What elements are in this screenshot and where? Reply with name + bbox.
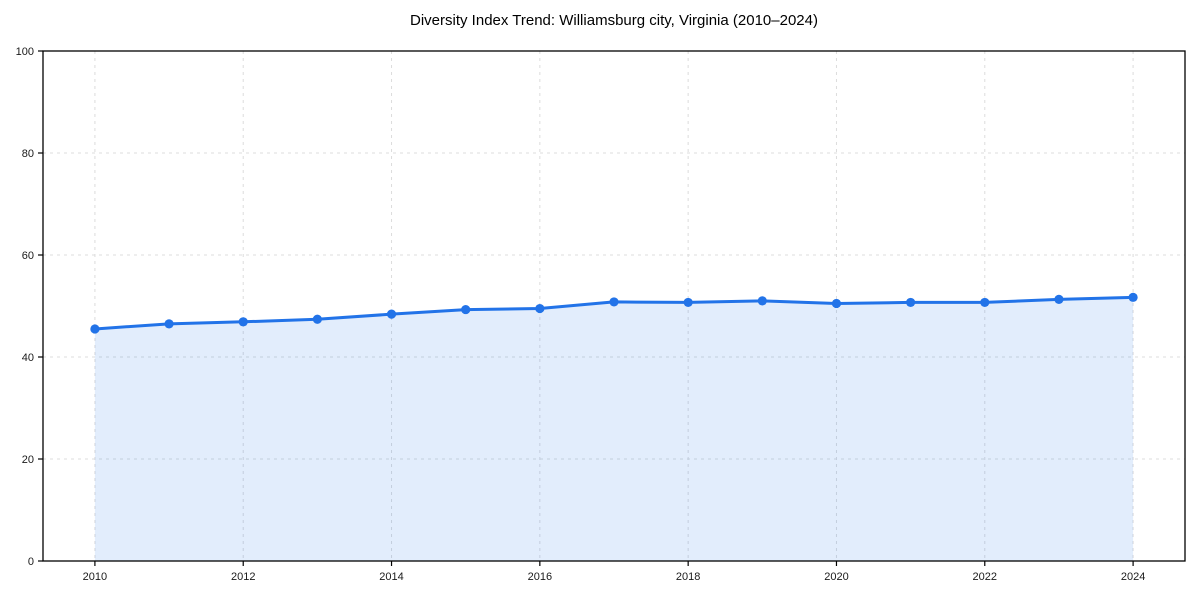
- x-tick-label: 2018: [676, 571, 700, 583]
- y-tick-label: 0: [28, 556, 34, 568]
- x-tick-label: 2014: [379, 571, 403, 583]
- area-fill: [94, 297, 1134, 561]
- x-axis: 2010 2012 2014 2016 2018 2020 2022 2024: [83, 561, 1145, 583]
- x-tick-label: 2020: [824, 571, 848, 583]
- x-tick-label: 2012: [231, 571, 255, 583]
- data-point: [609, 297, 619, 307]
- x-tick-label: 2024: [1121, 571, 1145, 583]
- data-point: [386, 309, 397, 319]
- axes-border: [42, 50, 1186, 562]
- x-tick-label: 2016: [528, 571, 552, 583]
- chart-title: Diversity Index Trend: Williamsburg city…: [410, 12, 818, 29]
- data-point: [683, 297, 693, 308]
- data-point: [238, 317, 248, 327]
- x-tick-label: 2022: [973, 571, 997, 583]
- data-point: [90, 324, 100, 334]
- series-area: [94, 297, 1134, 561]
- data-point: [1054, 294, 1064, 304]
- data-point: [980, 297, 990, 308]
- x-tick-label: 2010: [83, 571, 107, 583]
- y-tick-label: 60: [22, 250, 34, 262]
- data-point: [164, 319, 174, 329]
- y-tick-label: 100: [16, 46, 34, 58]
- data-point: [461, 304, 471, 315]
- y-tick-label: 40: [22, 352, 34, 364]
- data-point: [312, 314, 322, 324]
- data-point: [831, 298, 842, 309]
- data-point: [1128, 292, 1138, 302]
- data-point: [535, 303, 545, 314]
- y-tick-label: 20: [22, 454, 34, 466]
- y-axis: 0 20 40 60 80 100: [16, 46, 43, 568]
- data-point: [757, 296, 767, 306]
- plot-border: [42, 50, 1186, 562]
- data-point: [906, 297, 916, 308]
- data-points: [90, 292, 1138, 334]
- y-tick-label: 80: [22, 148, 34, 160]
